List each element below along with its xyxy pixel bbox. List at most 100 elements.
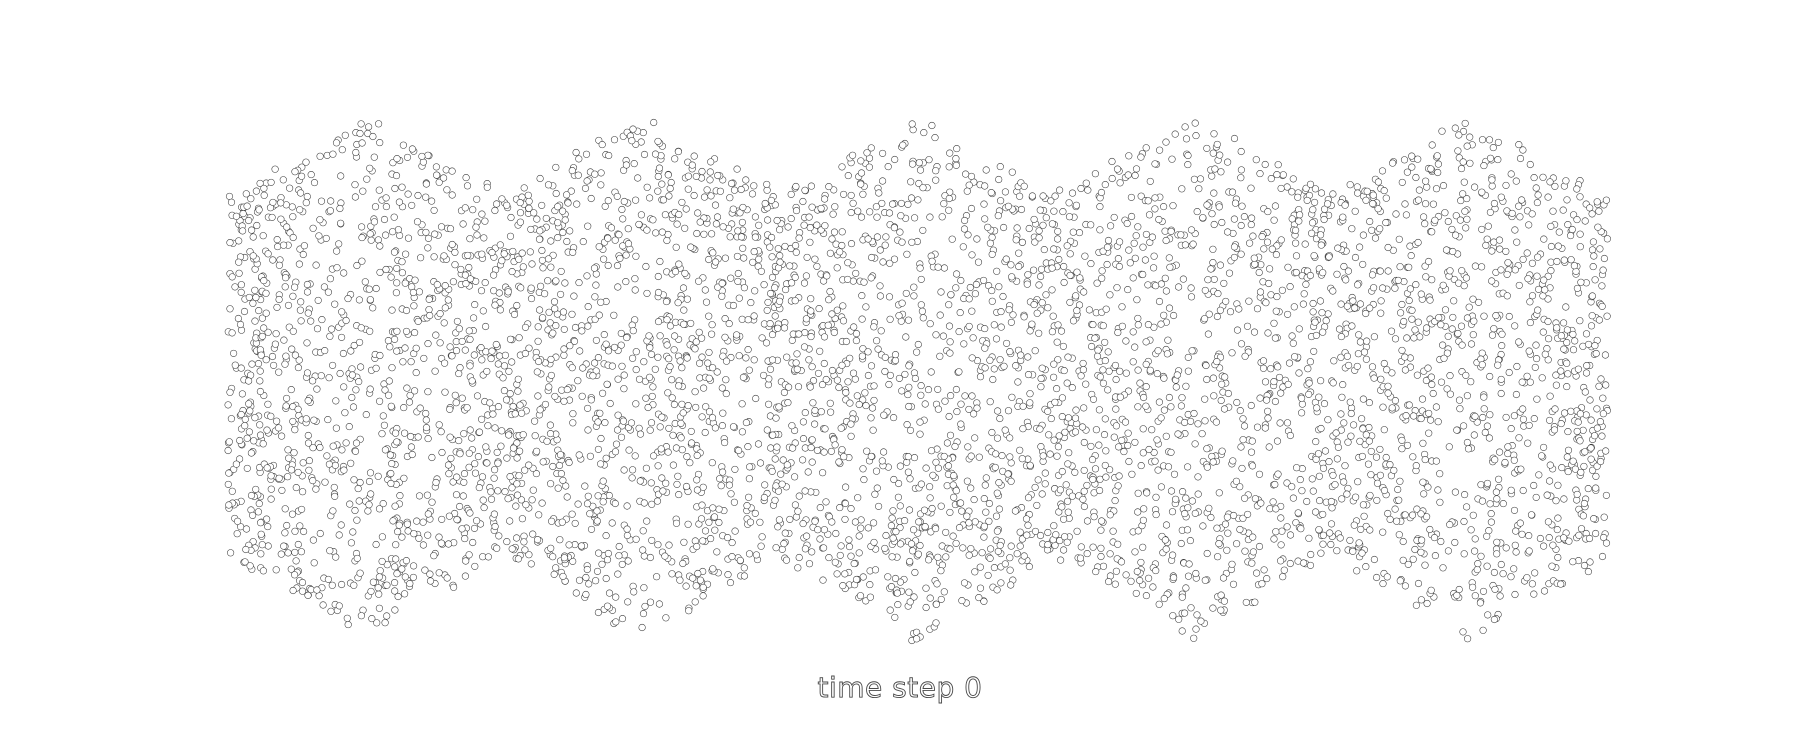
particle: [329, 150, 337, 158]
particle: [1490, 568, 1498, 577]
particle: [1249, 533, 1257, 541]
particle: [973, 404, 981, 412]
particle: [1412, 173, 1420, 182]
particle: [1192, 569, 1200, 578]
particle: [780, 540, 788, 548]
particle: [630, 160, 638, 168]
particle: [763, 306, 771, 314]
particle: [1358, 549, 1366, 557]
particle: [1412, 281, 1420, 289]
particle: [480, 234, 488, 242]
particle: [448, 167, 456, 175]
particle: [231, 361, 239, 369]
particle: [1434, 160, 1442, 168]
particle: [347, 347, 355, 355]
particle: [539, 458, 547, 466]
particle: [1356, 437, 1364, 445]
particle: [1370, 374, 1378, 382]
particle: [391, 579, 399, 587]
particle: [1247, 401, 1255, 410]
particle: [227, 198, 236, 206]
particle: [830, 228, 839, 236]
particle: [383, 612, 391, 620]
particle: [401, 573, 409, 581]
particle: [705, 374, 713, 382]
particle: [1277, 236, 1285, 244]
particle: [1145, 574, 1153, 582]
particle: [1560, 345, 1568, 353]
particle: [635, 424, 643, 432]
particle: [1513, 362, 1521, 371]
particle: [698, 501, 706, 509]
particle: [237, 410, 245, 419]
particle: [968, 354, 976, 362]
particle: [393, 347, 401, 355]
particle: [531, 432, 539, 440]
particle: [1383, 366, 1391, 374]
particle: [505, 431, 513, 439]
particle: [946, 508, 954, 516]
particle: [695, 277, 703, 285]
particle: [792, 248, 800, 256]
particle: [1484, 222, 1492, 230]
particle: [1315, 472, 1323, 480]
particle: [1347, 432, 1355, 440]
particle: [813, 446, 821, 454]
particle: [964, 443, 972, 451]
particle: [639, 129, 647, 137]
particle: [974, 258, 983, 266]
particle: [1523, 372, 1531, 380]
particle: [461, 572, 469, 580]
particle: [404, 190, 412, 198]
particle: [289, 417, 297, 425]
particle: [892, 528, 900, 536]
particle: [342, 439, 350, 447]
particle: [992, 512, 1001, 520]
particle: [1122, 369, 1130, 377]
particle: [489, 410, 497, 418]
particle: [474, 453, 482, 461]
particle: [582, 590, 590, 599]
particle: [750, 248, 758, 256]
particle: [348, 393, 356, 402]
particle: [1515, 434, 1523, 442]
particle: [993, 527, 1001, 535]
particle: [852, 337, 860, 345]
particle: [1171, 130, 1179, 138]
particle: [1577, 525, 1586, 533]
particle: [471, 460, 479, 468]
particle: [533, 447, 541, 455]
particle: [1393, 517, 1401, 525]
particle: [674, 472, 682, 480]
particle: [729, 301, 738, 310]
particle: [801, 545, 809, 553]
particle: [800, 279, 809, 287]
particle: [969, 334, 977, 342]
particle: [1044, 541, 1052, 549]
particle: [1141, 256, 1149, 264]
particle: [1525, 347, 1533, 355]
particle: [491, 522, 499, 531]
particle: [1407, 252, 1415, 260]
particle: [393, 438, 401, 446]
particle: [1430, 534, 1439, 542]
particle: [1471, 535, 1479, 543]
particle: [425, 295, 433, 303]
particle: [587, 396, 595, 404]
particle: [1591, 432, 1599, 440]
particle: [967, 484, 975, 492]
particle: [990, 321, 998, 329]
particle: [953, 145, 961, 153]
particle: [1139, 243, 1147, 251]
particle: [466, 362, 474, 370]
particle: [316, 152, 324, 160]
particle: [1528, 292, 1537, 300]
particle: [1502, 247, 1510, 255]
particle: [1204, 276, 1212, 284]
particle: [415, 288, 423, 296]
particle: [1271, 202, 1279, 210]
particle: [1246, 239, 1254, 247]
particle: [1076, 274, 1084, 282]
particle: [1483, 422, 1491, 430]
particle: [816, 535, 824, 543]
